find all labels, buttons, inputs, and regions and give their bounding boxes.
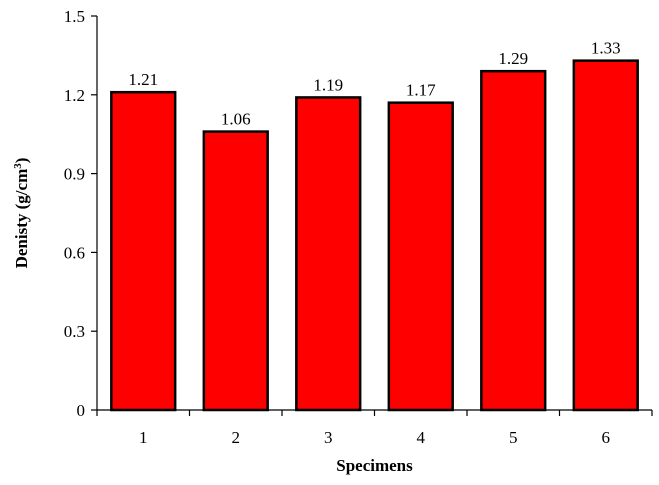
x-tick-label: 3 [324,428,333,447]
data-label: 1.06 [221,110,251,129]
bar [572,59,639,412]
y-tick-label: 0.3 [64,322,85,341]
x-tick-label: 2 [232,428,241,447]
y-tick-label: 1.2 [64,86,85,105]
y-axis-title-main: Denisty (g/cm [12,169,31,269]
x-tick-label: 5 [509,428,518,447]
x-tick-label: 4 [417,428,426,447]
data-label: 1.17 [406,81,436,100]
data-label: 1.29 [498,49,528,68]
data-label: 1.21 [128,70,158,89]
y-axis-title-superscript: 3 [12,163,24,169]
x-axis-title: Specimens [336,456,413,475]
bar [110,90,177,412]
bar [295,96,362,412]
bar [387,101,454,412]
y-tick-label: 1.5 [64,7,85,26]
bar [480,69,547,412]
y-axis-title-suffix: ) [12,158,31,164]
data-labels-group: 1.21 1.06 1.19 1.17 1.29 1.33 [128,39,620,129]
data-label: 1.33 [591,39,621,58]
data-label: 1.19 [313,75,343,94]
y-tick-label: 0.9 [64,165,85,184]
y-axis-title: Denisty (g/cm3) [12,158,31,269]
y-ticks-group: 0 0.3 0.6 0.9 1.2 1.5 [64,7,97,420]
bar [202,130,269,412]
y-tick-label: 0.6 [64,243,85,262]
bars-group [110,59,639,412]
x-ticks-group: 1 2 3 4 5 6 [96,410,653,447]
y-tick-label: 0 [77,401,86,420]
x-tick-label: 6 [602,428,611,447]
x-tick-label: 1 [139,428,148,447]
